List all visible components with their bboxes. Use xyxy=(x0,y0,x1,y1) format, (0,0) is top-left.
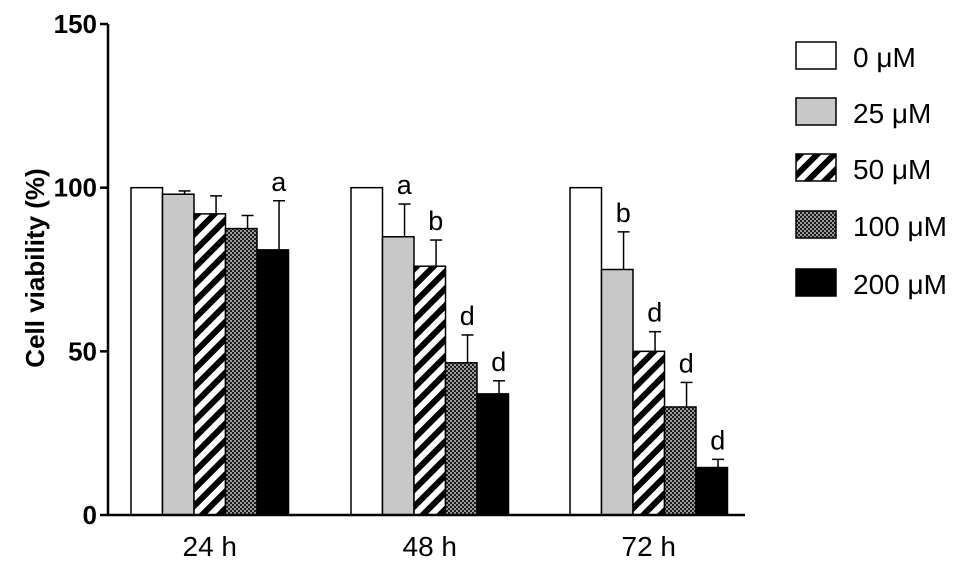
legend-label: 100 μM xyxy=(853,211,947,242)
bar xyxy=(130,186,164,516)
bar xyxy=(695,466,729,516)
legend-swatch xyxy=(795,41,837,70)
legend-label: 0 μM xyxy=(853,42,916,73)
bar xyxy=(193,213,227,516)
bar xyxy=(381,236,415,516)
legend-swatch xyxy=(795,210,837,239)
bar xyxy=(224,227,258,516)
x-category-label: 48 h xyxy=(403,531,458,562)
significance-label: b xyxy=(616,198,631,228)
legend-label: 25 μM xyxy=(853,98,931,129)
bar xyxy=(569,186,603,516)
significance-label: d xyxy=(491,347,506,377)
legend-label: 200 μM xyxy=(853,269,947,300)
legend: 0 μM 25 μM 50 μM 100 μM 200 μM xyxy=(795,41,947,300)
significance-label: d xyxy=(460,301,475,331)
bar xyxy=(444,362,478,516)
y-tick-label: 50 xyxy=(68,336,97,366)
y-tick-label: 100 xyxy=(54,173,97,203)
legend-swatch xyxy=(795,153,837,182)
bars-layer xyxy=(130,186,729,516)
x-labels-layer: 24 h 48 h 72 h xyxy=(183,531,677,562)
axes xyxy=(106,24,745,517)
x-category-label: 24 h xyxy=(183,531,238,562)
significance-label: d xyxy=(679,348,694,378)
y-ticks-layer: 0 50 100 150 xyxy=(54,9,108,530)
x-category-label: 72 h xyxy=(622,531,677,562)
bar xyxy=(600,268,634,516)
bar xyxy=(632,350,666,516)
bar xyxy=(663,406,697,516)
bar xyxy=(350,186,384,516)
bar xyxy=(161,193,195,516)
bar xyxy=(256,249,290,516)
y-axis-title: Cell viability (%) xyxy=(20,168,50,367)
bar xyxy=(413,265,447,516)
bar xyxy=(476,393,510,516)
legend-label: 50 μM xyxy=(853,154,931,185)
significance-label: d xyxy=(647,298,662,328)
significance-label: a xyxy=(271,167,287,197)
significance-label: a xyxy=(397,170,413,200)
significance-label: d xyxy=(710,425,725,455)
legend-swatch xyxy=(795,268,837,297)
y-tick-label: 150 xyxy=(54,9,97,39)
y-tick-label: 0 xyxy=(83,500,97,530)
error-bars-layer xyxy=(178,190,725,468)
significance-label: b xyxy=(428,206,443,236)
legend-swatch xyxy=(795,97,837,126)
